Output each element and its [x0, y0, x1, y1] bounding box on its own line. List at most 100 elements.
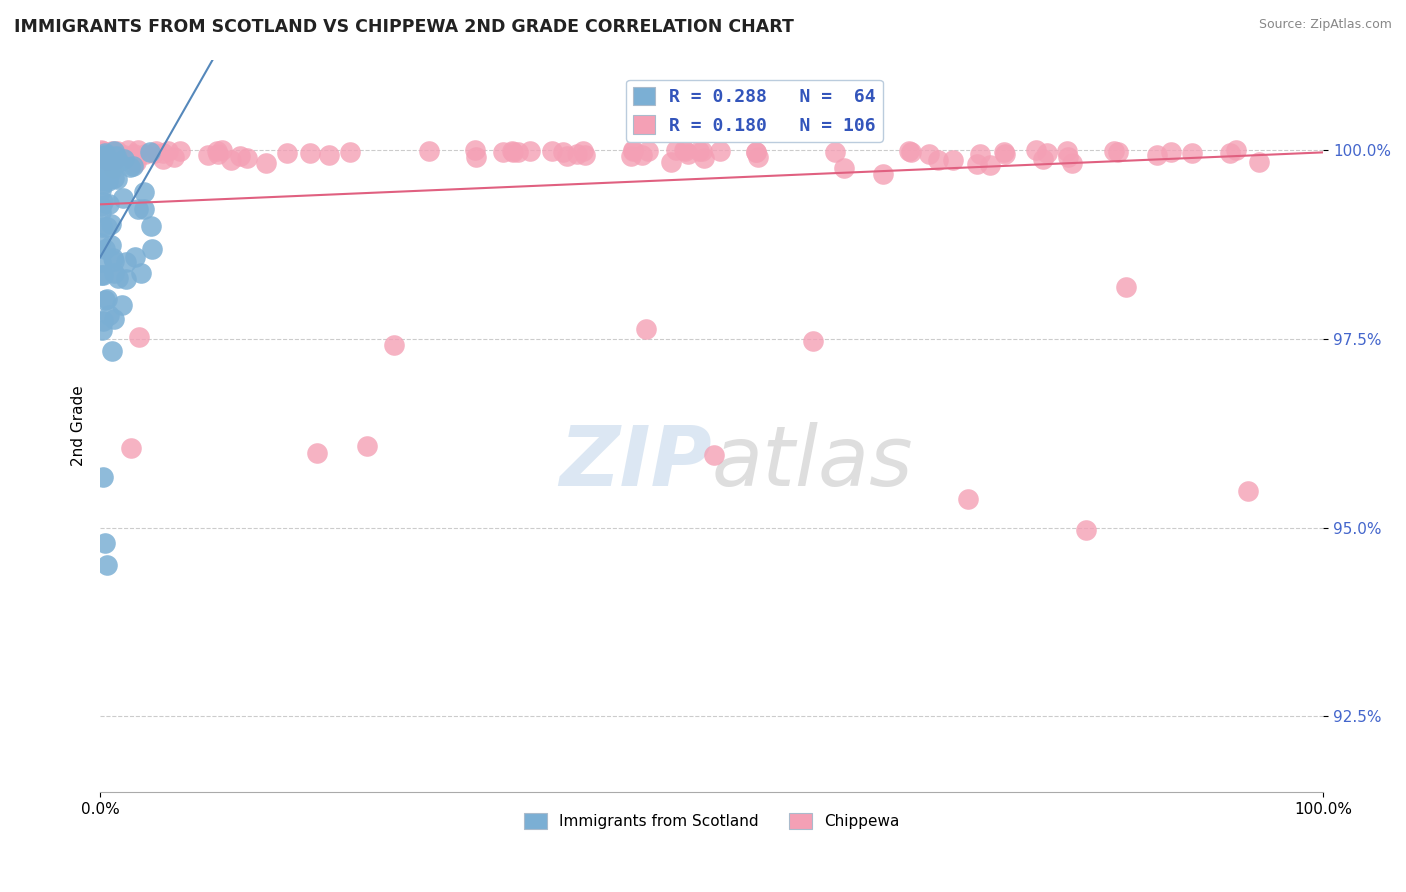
- Text: IMMIGRANTS FROM SCOTLAND VS CHIPPEWA 2ND GRADE CORRELATION CHART: IMMIGRANTS FROM SCOTLAND VS CHIPPEWA 2ND…: [14, 18, 794, 36]
- Point: [502, 145, 524, 159]
- Point: [97, 197, 120, 211]
- Legend: Immigrants from Scotland, Chippewa: Immigrants from Scotland, Chippewa: [517, 807, 905, 836]
- Point: [969, 146, 991, 161]
- Point: [659, 155, 682, 169]
- Point: [1181, 145, 1204, 160]
- Point: [104, 152, 127, 166]
- Point: [464, 144, 486, 158]
- Point: [1035, 146, 1057, 161]
- Point: [89, 235, 111, 250]
- Point: [207, 144, 229, 158]
- Point: [519, 145, 541, 159]
- Point: [90, 199, 112, 213]
- Point: [637, 144, 659, 158]
- Point: [620, 149, 643, 163]
- Point: [117, 143, 139, 157]
- Point: [1056, 144, 1078, 158]
- Point: [1104, 144, 1126, 158]
- Point: [101, 144, 124, 158]
- Point: [1237, 483, 1260, 498]
- Point: [118, 151, 141, 165]
- Point: [122, 157, 145, 171]
- Point: [91, 323, 114, 337]
- Point: [197, 148, 219, 162]
- Point: [138, 145, 160, 160]
- Point: [94, 169, 117, 183]
- Point: [141, 219, 163, 233]
- Point: [621, 145, 644, 159]
- Point: [94, 145, 117, 160]
- Point: [122, 147, 145, 161]
- Point: [1032, 152, 1054, 166]
- Point: [824, 145, 846, 159]
- Point: [163, 150, 186, 164]
- Point: [96, 292, 118, 306]
- Point: [872, 167, 894, 181]
- Point: [703, 448, 725, 462]
- Point: [630, 147, 652, 161]
- Point: [157, 145, 180, 159]
- Point: [112, 152, 135, 166]
- Point: [91, 177, 114, 191]
- Point: [356, 439, 378, 453]
- Point: [90, 172, 112, 186]
- Point: [927, 153, 949, 168]
- Point: [236, 151, 259, 165]
- Point: [122, 159, 145, 173]
- Point: [111, 191, 134, 205]
- Point: [108, 154, 131, 169]
- Point: [103, 144, 125, 158]
- Point: [94, 536, 117, 550]
- Point: [709, 144, 731, 158]
- Point: [145, 144, 167, 158]
- Point: [567, 147, 589, 161]
- Point: [100, 217, 122, 231]
- Point: [152, 152, 174, 166]
- Point: [900, 145, 922, 159]
- Point: [966, 157, 988, 171]
- Point: [571, 144, 593, 158]
- Point: [96, 219, 118, 234]
- Point: [98, 308, 121, 322]
- Point: [103, 251, 125, 265]
- Point: [127, 144, 149, 158]
- Point: [1146, 147, 1168, 161]
- Point: [100, 237, 122, 252]
- Point: [91, 153, 114, 167]
- Point: [299, 145, 322, 160]
- Point: [557, 149, 579, 163]
- Point: [100, 156, 122, 170]
- Point: [97, 173, 120, 187]
- Point: [688, 144, 710, 158]
- Point: [141, 242, 163, 256]
- Point: [91, 268, 114, 282]
- Point: [918, 146, 941, 161]
- Point: [207, 147, 229, 161]
- Point: [91, 314, 114, 328]
- Point: [672, 144, 695, 158]
- Point: [90, 268, 112, 282]
- Point: [105, 145, 128, 159]
- Point: [692, 144, 714, 158]
- Point: [942, 153, 965, 167]
- Point: [801, 334, 824, 349]
- Point: [747, 150, 769, 164]
- Point: [673, 145, 696, 159]
- Point: [382, 338, 405, 352]
- Point: [93, 162, 115, 177]
- Point: [91, 149, 114, 163]
- Point: [832, 161, 855, 175]
- Point: [94, 293, 117, 308]
- Point: [551, 145, 574, 160]
- Point: [91, 194, 114, 209]
- Point: [90, 219, 112, 234]
- Point: [744, 145, 766, 160]
- Point: [676, 146, 699, 161]
- Point: [96, 558, 118, 573]
- Point: [94, 152, 117, 166]
- Point: [115, 254, 138, 268]
- Point: [103, 311, 125, 326]
- Point: [93, 152, 115, 166]
- Point: [418, 144, 440, 158]
- Point: [90, 205, 112, 219]
